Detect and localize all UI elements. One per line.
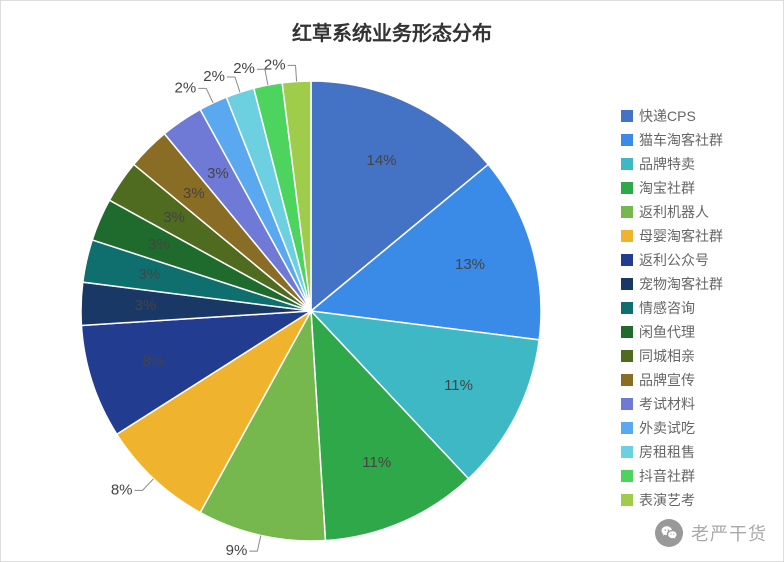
legend-label: 返利机器人 [639, 205, 709, 219]
watermark-text: 老严干货 [691, 520, 767, 546]
legend-label: 母婴淘客社群 [639, 229, 723, 243]
legend-label: 快递CPS [639, 109, 696, 123]
legend-item: 猫车淘客社群 [621, 133, 723, 147]
slice-pct-label: 11% [362, 454, 391, 471]
legend-item: 返利机器人 [621, 205, 723, 219]
slice-pct-label: 14% [366, 152, 396, 169]
legend-label: 考试材料 [639, 397, 695, 411]
legend-label: 同城相亲 [639, 349, 695, 363]
slice-callout-line [249, 535, 261, 551]
legend-swatch [621, 422, 633, 434]
legend-swatch [621, 182, 633, 194]
legend-item: 情感咨询 [621, 301, 723, 315]
watermark: 老严干货 [655, 519, 767, 547]
legend-item: 快递CPS [621, 109, 723, 123]
slice-pct-label: 8% [111, 481, 133, 498]
legend-label: 品牌宣传 [639, 373, 695, 387]
legend-swatch [621, 302, 633, 314]
legend-label: 表演艺考 [639, 493, 695, 507]
legend-swatch [621, 278, 633, 290]
legend-item: 考试材料 [621, 397, 723, 411]
slice-pct-label: 3% [135, 297, 157, 314]
slice-callout-line [288, 65, 297, 81]
legend-item: 返利公众号 [621, 253, 723, 267]
legend-swatch [621, 350, 633, 362]
slice-callout-line [198, 88, 213, 103]
legend-swatch [621, 158, 633, 170]
slice-callout-line [135, 479, 154, 491]
legend-swatch [621, 254, 633, 266]
slice-pct-label: 3% [163, 209, 185, 226]
slice-pct-label: 8% [143, 353, 165, 370]
legend-swatch [621, 326, 633, 338]
legend-label: 闲鱼代理 [639, 325, 695, 339]
legend-item: 母婴淘客社群 [621, 229, 723, 243]
legend-label: 房租租售 [639, 445, 695, 459]
slice-pct-label: 9% [226, 542, 248, 559]
legend-label: 淘宝社群 [639, 181, 695, 195]
legend-swatch [621, 470, 633, 482]
legend-item: 外卖试吃 [621, 421, 723, 435]
legend-label: 宠物淘客社群 [639, 277, 723, 291]
legend-item: 闲鱼代理 [621, 325, 723, 339]
legend: 快递CPS 猫车淘客社群品牌特卖淘宝社群返利机器人母婴淘客社群返利公众号宠物淘客社… [621, 109, 723, 517]
legend-label: 猫车淘客社群 [639, 133, 723, 147]
legend-swatch [621, 494, 633, 506]
legend-swatch [621, 206, 633, 218]
legend-item: 房租租售 [621, 445, 723, 459]
slice-pct-label: 3% [207, 165, 229, 182]
legend-item: 抖音社群 [621, 469, 723, 483]
slice-pct-label: 3% [148, 236, 170, 253]
legend-item: 品牌宣传 [621, 373, 723, 387]
slice-pct-label: 2% [264, 56, 286, 73]
slice-pct-label: 2% [175, 79, 197, 96]
slice-pct-label: 3% [139, 266, 161, 283]
wechat-icon [655, 519, 683, 547]
legend-swatch [621, 446, 633, 458]
slice-pct-label: 3% [183, 185, 205, 202]
slice-pct-label: 2% [233, 60, 255, 77]
legend-label: 返利公众号 [639, 253, 709, 267]
legend-swatch [621, 398, 633, 410]
legend-swatch [621, 134, 633, 146]
slice-pct-label: 2% [203, 68, 225, 85]
legend-item: 表演艺考 [621, 493, 723, 507]
legend-swatch [621, 374, 633, 386]
legend-item: 品牌特卖 [621, 157, 723, 171]
legend-label: 情感咨询 [639, 301, 695, 315]
legend-item: 同城相亲 [621, 349, 723, 363]
legend-item: 淘宝社群 [621, 181, 723, 195]
slice-pct-label: 11% [444, 377, 473, 394]
legend-item: 宠物淘客社群 [621, 277, 723, 291]
pie-chart: 14%13%11%11%9%8%8%3%3%3%3%3%3%2%2%2%2% [31, 31, 591, 562]
legend-label: 品牌特卖 [639, 157, 695, 171]
legend-swatch [621, 110, 633, 122]
slice-callout-line [227, 77, 240, 92]
legend-label: 抖音社群 [639, 469, 695, 483]
legend-label: 外卖试吃 [639, 421, 695, 435]
legend-swatch [621, 230, 633, 242]
slice-pct-label: 13% [455, 256, 485, 273]
